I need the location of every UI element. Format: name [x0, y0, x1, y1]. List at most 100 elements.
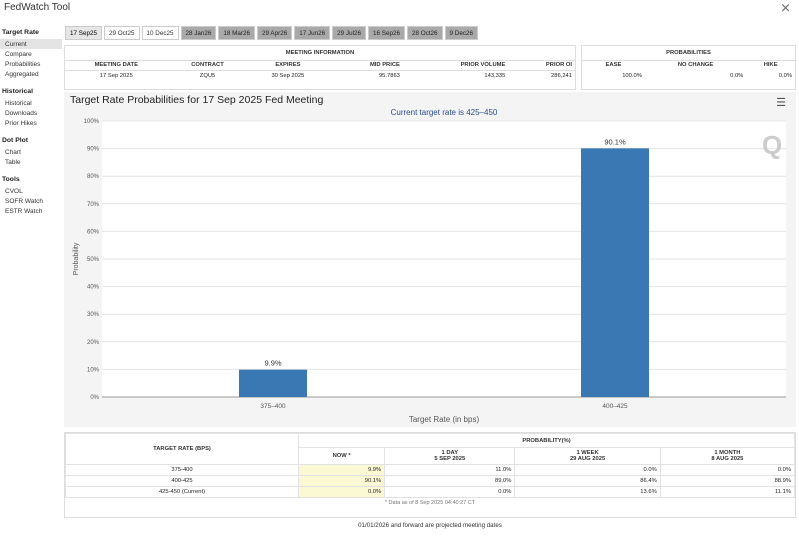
- tab-meeting-date[interactable]: 29 Jul26: [332, 26, 366, 40]
- probability-cell: 0.0%: [297, 486, 386, 498]
- meeting-cell: 286,241: [551, 72, 572, 79]
- table-row: 375-400 9.9% 11.0% 0.0% 0.0%: [65, 464, 796, 476]
- probability-cell: 13.6%: [514, 486, 661, 498]
- target-rate-cell: 375-400: [65, 464, 299, 476]
- table-row: 425-450 (Current) 0.0% 0.0% 13.6% 11.1%: [65, 486, 796, 498]
- tab-meeting-date[interactable]: 17 Sep25: [65, 26, 102, 40]
- y-tick-label: 20%: [87, 340, 100, 346]
- meeting-cell: 30 Sep 2025: [271, 72, 305, 79]
- probability-period-header: 1 MONTH 8 AUG 2025: [659, 447, 796, 465]
- y-tick-label: 30%: [87, 312, 100, 318]
- bar-data-label: 9.9%: [264, 359, 281, 368]
- tab-meeting-date[interactable]: 10 Dec25: [141, 26, 179, 40]
- period-label: 1 WEEK: [576, 450, 599, 456]
- chart-title: Target Rate Probabilities for 17 Sep 202…: [70, 94, 324, 106]
- tab-meeting-date[interactable]: 28 Oct26: [406, 26, 443, 40]
- y-tick-label: 0%: [90, 395, 99, 401]
- probabilities-cell: 0.0%: [778, 72, 792, 79]
- watermark-logo: Q: [762, 130, 783, 160]
- y-tick-label: 80%: [87, 174, 100, 180]
- target-rate-header: TARGET RATE (BPS): [65, 433, 299, 465]
- meeting-col-header: PRIOR OI: [508, 60, 575, 71]
- meeting-col-header: EXPIRES: [247, 60, 329, 71]
- probabilities-col-header: HIKE: [763, 62, 778, 69]
- period-label: NOW *: [332, 453, 351, 459]
- period-date: 29 AUG 2025: [569, 456, 606, 462]
- probability-history-panel: TARGET RATE (BPS) PROBABILITY(%) NOW * 1 DA…: [64, 432, 796, 518]
- bar[interactable]: [239, 369, 307, 397]
- period-label: 1 DAY: [441, 450, 459, 456]
- tab-meeting-date[interactable]: 29 Apr26: [257, 26, 293, 40]
- meeting-col-header: MEETING DATE: [65, 60, 168, 71]
- period-date: 5 SEP 2025: [434, 456, 466, 462]
- meeting-col-header: MID PRICE: [328, 60, 403, 71]
- sidebar-item[interactable]: Table: [5, 158, 21, 166]
- probabilities-cell: 0.0%: [730, 72, 744, 79]
- probability-bar-chart: 0% 10% 20% 30% 40% 50% 60% 70% 80% 90% 100% 9.9% 375…: [73, 108, 786, 424]
- meeting-col-header: PRIOR VOLUME: [402, 60, 509, 71]
- sidebar-item[interactable]: Compare: [5, 50, 32, 58]
- probabilities-cell: 100.0%: [622, 72, 642, 79]
- x-tick-label: 375–400: [260, 403, 286, 410]
- bar-data-label: 90.1%: [604, 137, 626, 146]
- sidebar-header: Dot Plot: [2, 137, 29, 144]
- probabilities-table: PROBABILITIES EASE NO CHANGE HIKE 100.0% 0.…: [582, 46, 795, 81]
- probability-cell: 0.0%: [384, 486, 516, 498]
- probabilities-panel: PROBABILITIES EASE NO CHANGE HIKE 100.0% 0.…: [581, 45, 796, 90]
- window-title: FedWatch Tool: [4, 2, 71, 13]
- sidebar-item[interactable]: Prior Hikes: [5, 119, 37, 127]
- data-timestamp-note: * Data as of 8 Sep 2025 04:40:27 CT: [384, 500, 476, 506]
- chart-subtitle: Current target rate is 425–450: [391, 108, 498, 117]
- y-tick-label: 40%: [87, 285, 100, 291]
- target-rate-cell: 400-425: [65, 475, 299, 487]
- x-axis-title: Target Rate (in bps): [409, 415, 480, 424]
- y-axis-title: Probability: [73, 242, 80, 275]
- sidebar-item[interactable]: Downloads: [5, 109, 38, 117]
- sidebar-item[interactable]: Chart: [5, 148, 21, 156]
- sidebar-item[interactable]: SOFR Watch: [5, 197, 44, 205]
- sidebar-item[interactable]: ESTR Watch: [5, 207, 43, 215]
- sidebar-item[interactable]: Current: [0, 39, 62, 49]
- probabilities-title: PROBABILITIES: [582, 46, 795, 61]
- y-tick-label: 60%: [87, 229, 100, 235]
- bar[interactable]: [581, 148, 649, 397]
- probability-header: PROBABILITY(%): [298, 433, 795, 448]
- sidebar-item[interactable]: CVOL: [5, 187, 23, 195]
- x-tick-label: 400–425: [602, 403, 628, 410]
- close-x-icon[interactable]: ⨯: [780, 0, 791, 15]
- probability-cell: 11.1%: [659, 486, 796, 498]
- probability-period-header: NOW *: [297, 447, 386, 465]
- tab-meeting-date[interactable]: 29 Oct25: [103, 26, 140, 40]
- probability-cell: 88.9%: [659, 475, 796, 487]
- sidebar: Target Rate Current Compare Probabilities Ag…: [0, 24, 62, 216]
- probability-cell: 90.1%: [297, 475, 386, 487]
- probability-period-header: 1 DAY 5 SEP 2025: [384, 447, 516, 465]
- tab-meeting-date[interactable]: 17 Jun26: [294, 26, 331, 40]
- probability-cell: 0.0%: [514, 464, 661, 476]
- tab-meeting-date[interactable]: 9 Dec26: [444, 26, 478, 40]
- probability-cell: 89.0%: [384, 475, 516, 487]
- sidebar-item[interactable]: Historical: [5, 99, 32, 107]
- probability-cell: 11.0%: [384, 464, 516, 476]
- tab-meeting-date[interactable]: 18 Mar26: [218, 26, 256, 40]
- table-row: 400-425 90.1% 89.0% 86.4% 88.9%: [65, 475, 796, 487]
- probability-cell: 86.4%: [514, 475, 661, 487]
- meeting-cell: 143,335: [484, 72, 506, 79]
- y-tick-label: 100%: [84, 119, 100, 125]
- probability-cell: 9.9%: [297, 464, 386, 476]
- sidebar-item[interactable]: Aggregated: [5, 70, 39, 78]
- meeting-col-header: CONTRACT: [167, 60, 248, 71]
- y-tick-label: 50%: [87, 257, 100, 263]
- meeting-cell: ZQU5: [199, 72, 216, 79]
- hamburger-menu-icon[interactable]: ☰: [776, 97, 786, 109]
- meeting-information-table: MEETING INFORMATION MEETING DATE CONTRACT…: [65, 46, 575, 81]
- target-rate-cell: 425-450 (Current): [65, 486, 299, 498]
- probability-history-table: TARGET RATE (BPS) PROBABILITY(%) NOW * 1 DA…: [65, 433, 796, 498]
- tab-meeting-date[interactable]: 28 Jan26: [180, 26, 217, 40]
- sidebar-item[interactable]: Probabilities: [5, 60, 41, 68]
- meeting-cell: 17 Sep 2025: [99, 72, 133, 79]
- probabilities-col-header: NO CHANGE: [677, 62, 714, 69]
- tab-meeting-date[interactable]: 16 Sep26: [367, 26, 405, 40]
- y-tick-label: 10%: [87, 367, 100, 373]
- period-label: 1 MONTH: [714, 450, 741, 456]
